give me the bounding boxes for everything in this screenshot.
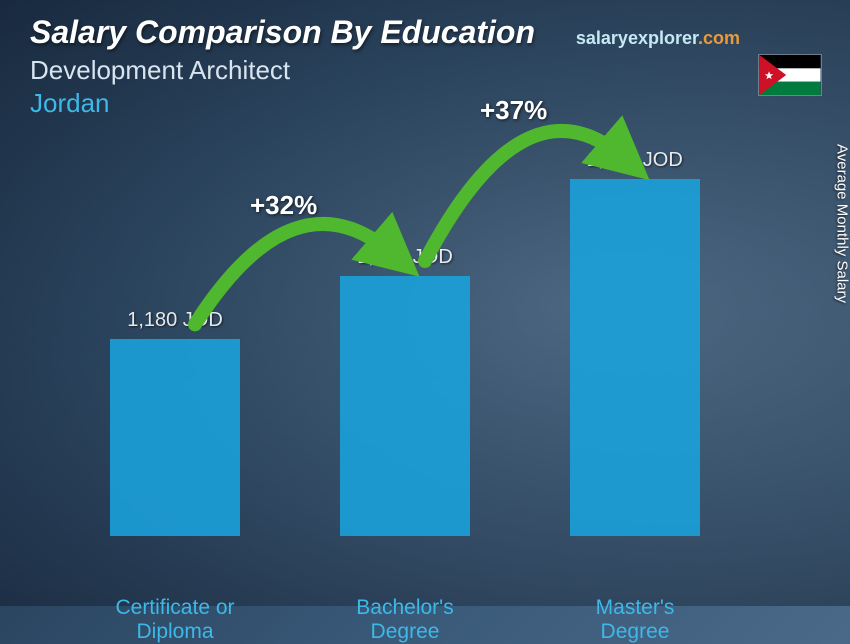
category-label: Certificate orDiploma bbox=[85, 596, 265, 644]
brand-name: salaryexplorer bbox=[576, 28, 698, 48]
bar-chart: 1,180 JOD1,560 JOD2,140 JOD bbox=[60, 136, 760, 536]
country-label: Jordan bbox=[30, 88, 820, 119]
percent-increase-badge: +37% bbox=[480, 95, 547, 126]
brand-logo: salaryexplorer.com bbox=[576, 28, 740, 49]
category-label: Bachelor'sDegree bbox=[315, 596, 495, 644]
y-axis-label: Average Monthly Salary bbox=[834, 144, 850, 303]
jordan-flag-icon bbox=[758, 54, 822, 96]
increase-arrow-icon bbox=[60, 136, 760, 556]
percent-increase-badge: +32% bbox=[250, 190, 317, 221]
category-label: Master'sDegree bbox=[545, 596, 725, 644]
brand-domain: .com bbox=[698, 28, 740, 48]
page-subtitle: Development Architect bbox=[30, 55, 820, 86]
